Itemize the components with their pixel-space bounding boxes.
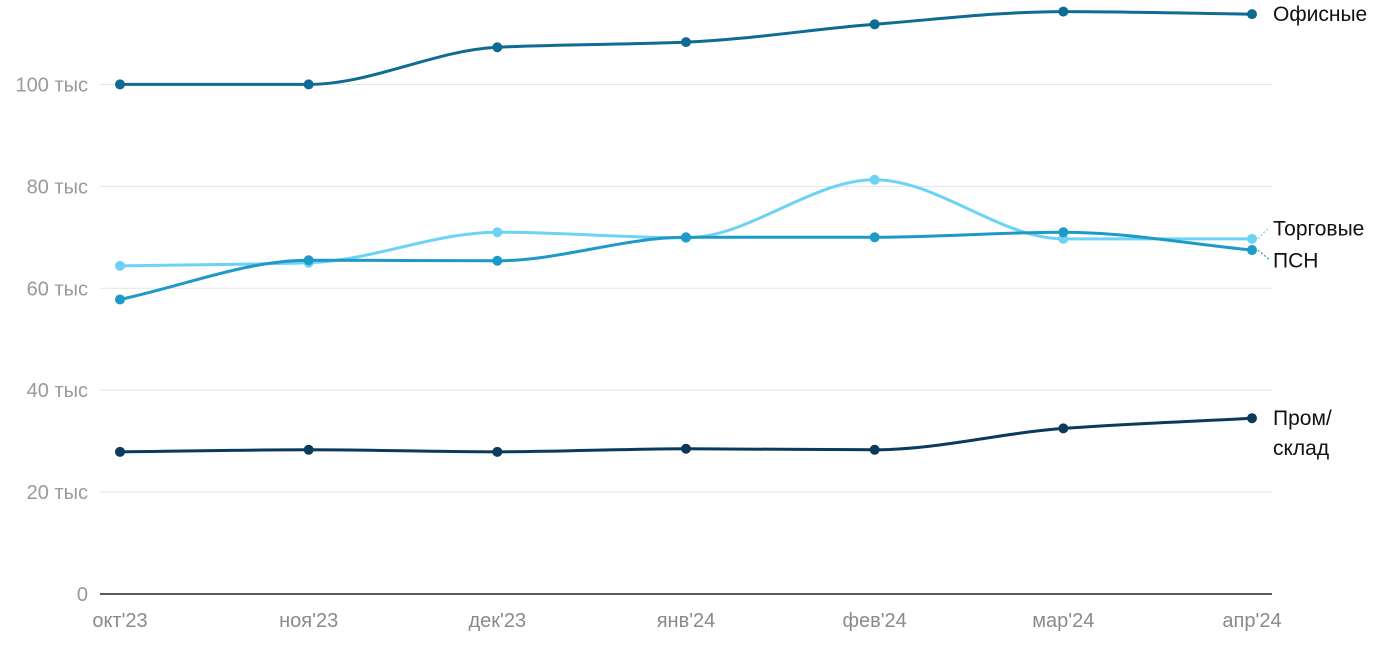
x-tick-label: янв'24: [657, 610, 716, 632]
data-point: [303, 444, 314, 455]
x-tick-label: ноя'23: [279, 610, 338, 632]
data-point: [492, 255, 503, 266]
series-group: [115, 227, 1257, 305]
data-point: [1058, 6, 1069, 17]
data-point: [115, 79, 125, 90]
x-tick-label: фев'24: [843, 610, 907, 632]
label-connector: [1257, 227, 1270, 240]
x-axis-ticks: окт'23 ноя'23 дек'23 янв'24 фев'24 мар'24 апр'…: [92, 610, 1281, 632]
series-end-label-line: ПСН: [1273, 249, 1318, 272]
label-connector: [1257, 249, 1270, 260]
series-end-label-line: Пром/: [1273, 407, 1332, 430]
series-end-label-line: склад: [1273, 437, 1329, 460]
data-point: [115, 260, 125, 271]
grid-lines: [100, 83, 1272, 493]
data-point: [303, 255, 314, 266]
data-point: [1247, 233, 1257, 244]
series-end-label: Офисные: [1273, 3, 1367, 26]
data-point: [303, 79, 314, 90]
series-end-label: ПСН: [1273, 249, 1318, 272]
y-axis-ticks: 0 20 тыс 40 тыс 60 тыс 80 тыс 100 тыс: [16, 74, 88, 606]
data-point: [1058, 423, 1069, 434]
series-line: [118, 10, 1254, 86]
data-point: [869, 232, 880, 243]
series-group: [115, 6, 1257, 90]
y-tick-label: 60 тыс: [27, 278, 88, 300]
series-labels: Офисные Торговые ПСН Пром/склад: [1257, 3, 1367, 460]
series-group: [115, 413, 1257, 457]
data-point: [681, 37, 691, 48]
data-point: [115, 446, 125, 457]
data-point: [492, 446, 503, 457]
series-line: [118, 178, 1254, 268]
y-tick-label: 80 тыс: [27, 176, 88, 198]
y-tick-label: 40 тыс: [27, 380, 88, 402]
data-point: [115, 294, 125, 305]
data-point: [1058, 227, 1069, 238]
x-tick-label: мар'24: [1032, 610, 1094, 632]
data-point: [1247, 245, 1257, 256]
series-end-label-line: Офисные: [1273, 3, 1367, 26]
y-tick-label: 0: [77, 584, 88, 606]
series-end-label-line: Торговые: [1273, 217, 1364, 240]
series-lines: [115, 6, 1257, 457]
series-end-label: Торговые: [1273, 217, 1364, 240]
data-point: [492, 227, 503, 238]
series-group: [115, 174, 1257, 271]
series-end-label: Пром/склад: [1273, 407, 1332, 460]
data-point: [869, 174, 880, 185]
data-point: [869, 19, 880, 30]
data-point: [869, 444, 880, 455]
data-point: [1247, 413, 1257, 424]
x-tick-label: окт'23: [92, 610, 147, 632]
data-point: [681, 443, 691, 454]
data-point: [1247, 9, 1257, 20]
data-point: [681, 232, 691, 243]
data-point: [492, 42, 503, 53]
x-tick-label: дек'23: [469, 610, 527, 632]
x-tick-label: апр'24: [1222, 610, 1281, 632]
y-tick-label: 20 тыс: [27, 482, 88, 504]
y-tick-label: 100 тыс: [16, 74, 88, 96]
